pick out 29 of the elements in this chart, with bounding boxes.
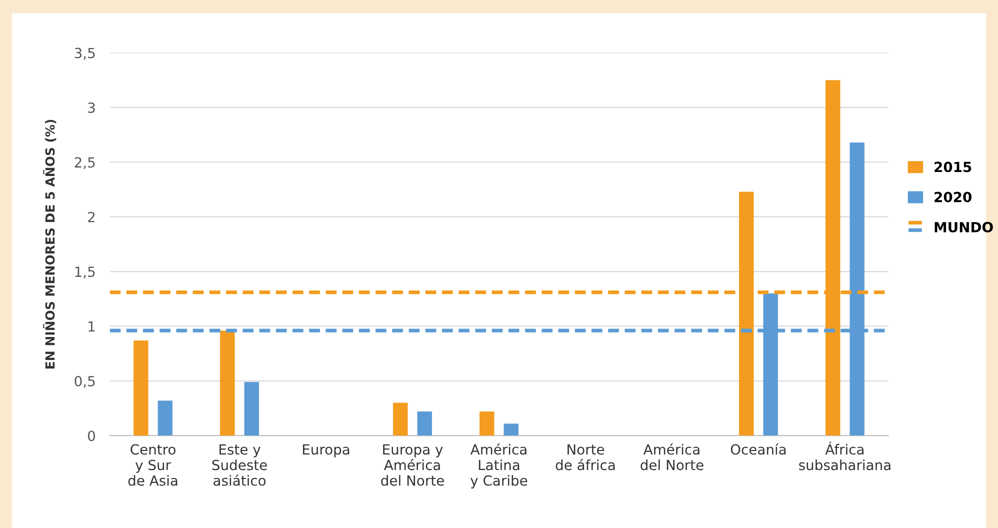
x-tick-label: Europa (302, 444, 350, 458)
y-tick-label: 0 (88, 430, 95, 442)
y-tick-label: 2 (88, 212, 94, 222)
y-tick-label: 3,5 (74, 48, 95, 60)
x-tick-label: Centro y Sur de Asia (128, 444, 178, 486)
bar (158, 400, 172, 436)
x-tick-label: América Latina y Caribe (470, 443, 528, 488)
x-tick-label: Europa y América del Norte (381, 444, 444, 486)
bar (417, 412, 432, 436)
x-tick-label: América del Norte (640, 443, 704, 470)
x-tick-label: Oceanía (730, 443, 786, 455)
y-tick-label: 3 (88, 102, 95, 113)
legend-label: 2015 (934, 162, 972, 172)
x-tick-label: Norte de áfrica (556, 444, 615, 470)
bar (134, 340, 148, 436)
bar (480, 412, 494, 436)
x-tick-label: Este y Sudeste asiático (212, 444, 267, 486)
y-tick-label: 1 (88, 321, 95, 332)
bar (220, 330, 235, 436)
bar (393, 402, 408, 436)
legend-label: 2020 (934, 192, 972, 202)
x-tick-label: África subsahariana (799, 442, 890, 470)
y-tick-label: 1,5 (75, 266, 95, 278)
bar (504, 424, 518, 436)
y-axis-title: EN NIÑOS MENORES DE 5 AÑOS (%) (42, 120, 56, 368)
legend-label: MUNDO (934, 222, 993, 232)
y-tick-label: 0,5 (74, 376, 95, 388)
y-tick-label: 2,5 (74, 157, 95, 170)
bar (244, 382, 259, 436)
